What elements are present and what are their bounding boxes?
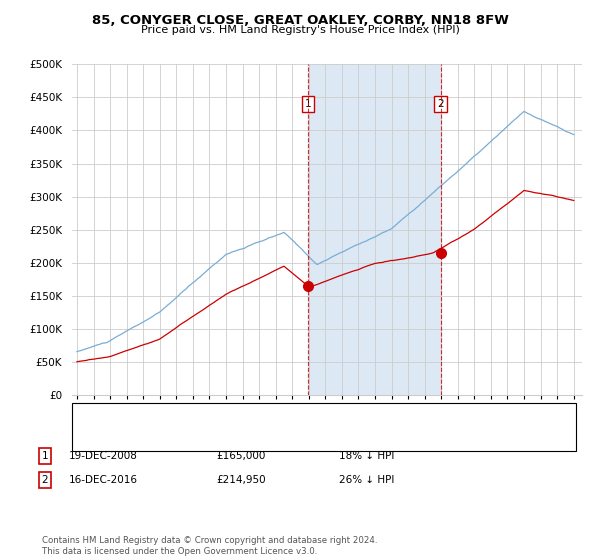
Text: Price paid vs. HM Land Registry's House Price Index (HPI): Price paid vs. HM Land Registry's House … — [140, 25, 460, 35]
Text: 2: 2 — [41, 475, 49, 485]
Text: 85, CONYGER CLOSE, GREAT OAKLEY, CORBY, NN18 8FW: 85, CONYGER CLOSE, GREAT OAKLEY, CORBY, … — [92, 14, 508, 27]
Text: 1: 1 — [305, 99, 311, 109]
Text: £165,000: £165,000 — [216, 451, 265, 461]
Text: 19-DEC-2008: 19-DEC-2008 — [69, 451, 138, 461]
Text: £214,950: £214,950 — [216, 475, 266, 485]
Text: HPI: Average price, detached house, North Northamptonshire: HPI: Average price, detached house, Nort… — [126, 432, 427, 442]
Text: 85, CONYGER CLOSE, GREAT OAKLEY, CORBY, NN18 8FW (detached house): 85, CONYGER CLOSE, GREAT OAKLEY, CORBY, … — [126, 412, 494, 422]
Text: 18% ↓ HPI: 18% ↓ HPI — [339, 451, 394, 461]
Text: Contains HM Land Registry data © Crown copyright and database right 2024.
This d: Contains HM Land Registry data © Crown c… — [42, 536, 377, 556]
Text: 26% ↓ HPI: 26% ↓ HPI — [339, 475, 394, 485]
Text: 16-DEC-2016: 16-DEC-2016 — [69, 475, 138, 485]
Text: 2: 2 — [437, 99, 444, 109]
Bar — [308, 64, 440, 395]
Text: 1: 1 — [41, 451, 49, 461]
